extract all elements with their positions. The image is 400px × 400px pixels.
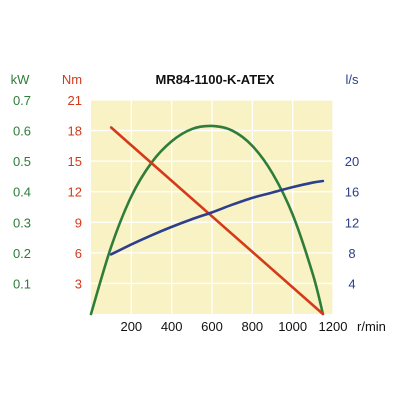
x-tick-label: 1000 [278, 319, 307, 334]
torque-tick-label: 18 [68, 124, 82, 139]
torque-tick-label: 21 [68, 93, 82, 108]
x-tick-label: 800 [241, 319, 263, 334]
chart-title: MR84-1100-K-ATEX [156, 72, 275, 87]
torque-tick-label: 12 [68, 185, 82, 200]
flow-tick-label: 16 [345, 185, 359, 200]
x-axis-unit: r/min [357, 319, 386, 334]
power-tick-label: 0.7 [13, 93, 31, 108]
x-tick-label: 1200 [319, 319, 348, 334]
flow-tick-label: 8 [348, 246, 355, 261]
flow-tick-label: 12 [345, 215, 359, 230]
power-tick-label: 0.5 [13, 154, 31, 169]
flow-curve [109, 179, 325, 256]
flow-tick-label: 20 [345, 154, 359, 169]
x-tick-label: 400 [161, 319, 183, 334]
torque-line [109, 126, 325, 316]
torque-tick-label: 3 [75, 276, 82, 291]
flow-tick-label: 4 [348, 276, 355, 291]
power-tick-label: 0.1 [13, 276, 31, 291]
power-tick-label: 0.6 [13, 124, 31, 139]
x-tick-label: 600 [201, 319, 223, 334]
power-curve [89, 124, 325, 316]
power-axis-unit: kW [11, 72, 31, 87]
power-tick-label: 0.3 [13, 215, 31, 230]
torque-tick-label: 9 [75, 215, 82, 230]
flow-axis-unit: l/s [346, 72, 360, 87]
power-tick-label: 0.2 [13, 246, 31, 261]
torque-tick-label: 15 [68, 154, 82, 169]
x-tick-label: 200 [120, 319, 142, 334]
torque-tick-label: 6 [75, 246, 82, 261]
torque-axis-unit: Nm [62, 72, 82, 87]
power-tick-label: 0.4 [13, 185, 31, 200]
